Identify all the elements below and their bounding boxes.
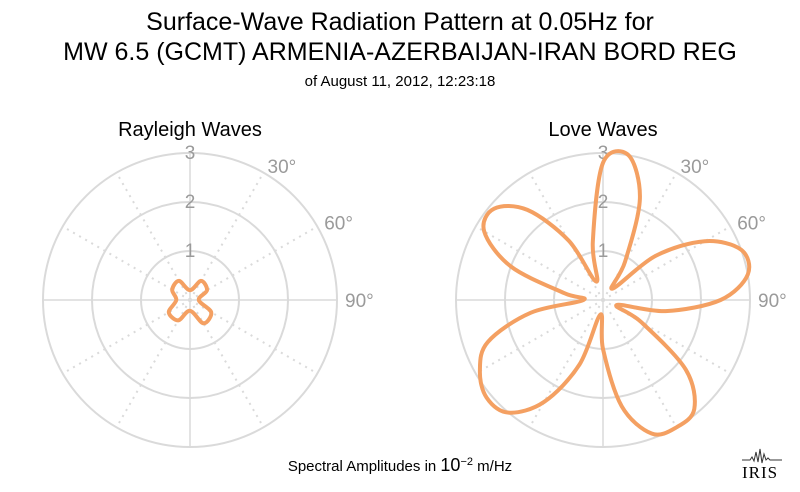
love-panel-title: Love Waves xyxy=(548,119,658,141)
angle-tick-label: 30° xyxy=(268,157,297,178)
radiation-pattern-curve xyxy=(477,149,752,437)
angle-tick-label: 60° xyxy=(324,214,353,235)
angle-tick-label: 90° xyxy=(345,291,374,312)
chart-title-line-2: MW 6.5 (GCMT) ARMENIA-AZERBAIJAN-IRAN BO… xyxy=(63,38,737,66)
grid-spoke xyxy=(189,225,318,301)
chart-title: Surface-Wave Radiation Pattern at 0.05Hz… xyxy=(146,8,654,36)
rayleigh-polar-plot: 1 2 3 30° 60° 90° xyxy=(42,143,374,448)
grid-ring xyxy=(140,250,240,350)
radiation-pattern-curve xyxy=(166,278,214,326)
radial-tick-label: 3 xyxy=(598,143,609,164)
iris-logo: IRIS xyxy=(738,448,788,482)
radial-tick-label: 2 xyxy=(598,192,609,213)
radial-tick-label: 1 xyxy=(598,241,609,262)
angle-tick-label: 30° xyxy=(681,157,710,178)
caption-exponent: −2 xyxy=(460,456,473,468)
angle-tick-label: 90° xyxy=(758,291,787,312)
rayleigh-panel-title: Rayleigh Waves xyxy=(118,119,262,141)
caption-unit: m/Hz xyxy=(472,458,513,475)
seismogram-icon xyxy=(742,448,782,464)
grid-spoke xyxy=(528,299,604,428)
caption-base: 10 xyxy=(440,455,461,475)
logo-text: IRIS xyxy=(742,463,779,482)
radial-tick-label: 1 xyxy=(185,241,196,262)
radial-tick-label: 3 xyxy=(185,143,196,164)
grid-ring xyxy=(91,201,289,399)
grid-spoke xyxy=(602,225,731,301)
amplitude-units-caption: Spectral Amplitudes in 10−2 m/Hz xyxy=(0,452,800,477)
chart-subtitle: of August 11, 2012, 12:23:18 xyxy=(304,73,496,90)
love-polar-plot: 1 2 3 30° 60° 90° xyxy=(455,143,787,448)
radial-tick-label: 2 xyxy=(185,192,196,213)
caption-prefix: Spectral Amplitudes in xyxy=(287,458,441,475)
grid-ring xyxy=(504,201,702,399)
grid-ring xyxy=(42,152,338,448)
angle-tick-label: 60° xyxy=(737,214,766,235)
grid-ring xyxy=(455,152,751,448)
